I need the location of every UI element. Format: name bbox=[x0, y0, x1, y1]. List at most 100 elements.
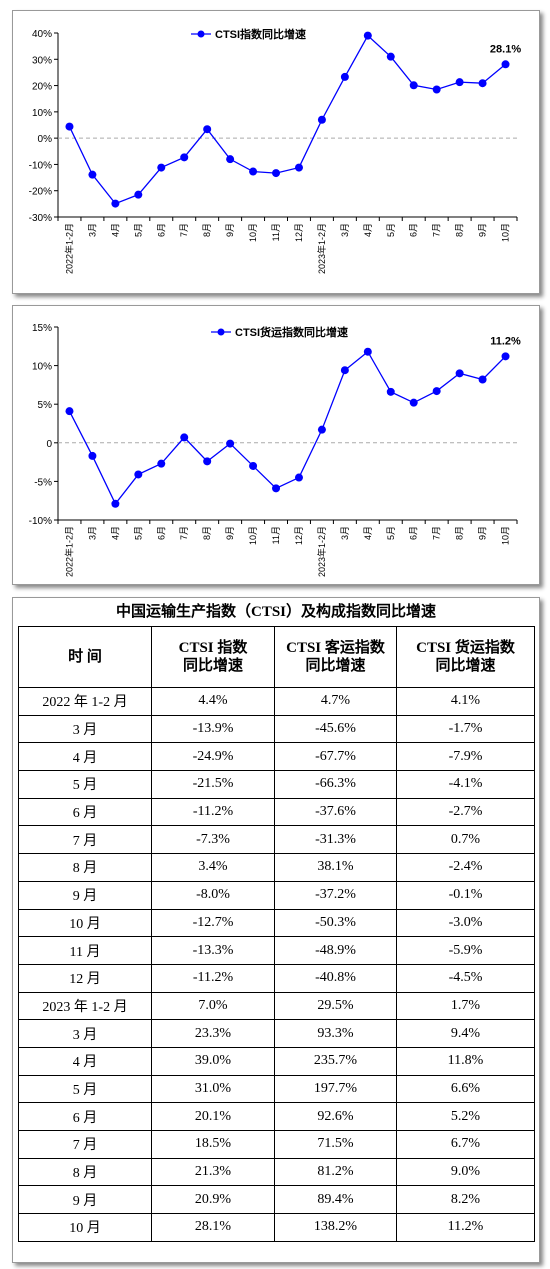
table-row: 2022 年 1-2 月 4.4% 4.7% 4.1% bbox=[18, 687, 535, 716]
table-row: 4 月 -24.9% -67.7% -7.9% bbox=[18, 742, 535, 772]
x-tick-label: 6月 bbox=[156, 526, 166, 540]
x-tick-label: 4月 bbox=[363, 223, 373, 237]
data-point bbox=[478, 375, 487, 384]
x-tick-label: 8月 bbox=[202, 223, 212, 237]
data-point bbox=[386, 387, 395, 396]
data-point bbox=[294, 473, 303, 482]
table-cell: -21.5% bbox=[151, 770, 275, 799]
data-point bbox=[409, 398, 418, 407]
data-point bbox=[134, 190, 143, 199]
table-cell: -40.8% bbox=[274, 963, 397, 993]
data-point bbox=[111, 199, 120, 208]
header-cell: 时 间 bbox=[18, 626, 152, 688]
legend-label: CTSI指数同比增速 bbox=[215, 27, 306, 41]
data-point bbox=[501, 60, 510, 69]
y-tick-label: -10% bbox=[29, 160, 52, 171]
table-cell: 38.1% bbox=[274, 853, 397, 882]
table-cell: 4.7% bbox=[274, 687, 397, 716]
table-cell: 7.0% bbox=[151, 991, 275, 1021]
header-cell: CTSI 客运指数 同比增速 bbox=[274, 626, 397, 688]
data-point bbox=[455, 369, 464, 378]
data-point bbox=[272, 169, 281, 178]
table-cell: 9 月 bbox=[18, 1185, 152, 1215]
data-point bbox=[340, 366, 349, 375]
data-point bbox=[88, 170, 97, 179]
y-tick-label: 5% bbox=[38, 400, 53, 411]
table-row: 10 月 28.1% 138.2% 11.2% bbox=[18, 1213, 535, 1242]
data-point bbox=[409, 81, 418, 90]
chart-panel: -10% -5% 0 5% 10% 15% 2022年1-2月 3月 4月 5月 6月 7月 8月 9月 1… bbox=[12, 305, 540, 585]
x-tick-label: 2022年1-2月 bbox=[63, 526, 74, 577]
x-tick-label: 5月 bbox=[133, 223, 143, 237]
data-point bbox=[432, 387, 441, 396]
data-point bbox=[317, 425, 326, 434]
table-row: 11 月 -13.3% -48.9% -5.9% bbox=[18, 936, 535, 965]
data-point bbox=[272, 484, 281, 493]
legend-marker bbox=[197, 30, 205, 38]
table-row: 5 月 -21.5% -66.3% -4.1% bbox=[18, 770, 535, 799]
table-cell: 4.1% bbox=[396, 687, 535, 716]
x-tick-label: 5月 bbox=[386, 223, 396, 237]
table-cell: 9.4% bbox=[396, 1019, 535, 1048]
x-tick-label: 4月 bbox=[110, 223, 120, 237]
x-tick-label: 12月 bbox=[294, 223, 304, 242]
x-tick-label: 9月 bbox=[478, 526, 488, 540]
table-cell: -11.2% bbox=[151, 963, 275, 993]
x-tick-label: 7月 bbox=[179, 526, 189, 540]
table-row: 6 月 20.1% 92.6% 5.2% bbox=[18, 1102, 535, 1131]
table-cell: -13.9% bbox=[151, 714, 275, 744]
table-row: 3 月 23.3% 93.3% 9.4% bbox=[18, 1019, 535, 1048]
table-cell: 8 月 bbox=[18, 853, 152, 882]
series-line bbox=[68, 350, 506, 506]
table-cell: 6 月 bbox=[18, 1102, 152, 1131]
table-cell: 7 月 bbox=[18, 1130, 152, 1159]
chart-panel: -30% -20% -10% 0% 10% 20% 30% 40% 2022年1-2月 3月 4月 5… bbox=[12, 10, 540, 294]
x-tick-label: 7月 bbox=[432, 223, 442, 237]
header-text: CTSI 客运指数 bbox=[286, 640, 385, 656]
table-cell: 11.8% bbox=[396, 1046, 535, 1076]
table-cell: -8.0% bbox=[151, 880, 275, 910]
table-cell: 10 月 bbox=[18, 1213, 152, 1242]
table-cell: 31.0% bbox=[151, 1074, 275, 1104]
data-point bbox=[249, 167, 258, 176]
table-cell: -67.7% bbox=[274, 742, 397, 772]
x-tick-label: 3月 bbox=[87, 223, 97, 237]
table-cell: -24.9% bbox=[151, 742, 275, 772]
table-body: 2022 年 1-2 月 4.4% 4.7% 4.1% 3 月 -13.9% -45.6% -… bbox=[18, 687, 535, 1242]
data-point bbox=[501, 352, 510, 361]
x-tick-label: 8月 bbox=[202, 526, 212, 540]
y-tick-label: 10% bbox=[32, 108, 52, 119]
table-cell: 3 月 bbox=[18, 714, 152, 744]
table-cell: 6 月 bbox=[18, 797, 152, 827]
table-cell: 11.2% bbox=[396, 1213, 535, 1242]
table-cell: -45.6% bbox=[274, 714, 397, 744]
y-tick-label: 10% bbox=[32, 362, 52, 373]
y-tick-label: 40% bbox=[32, 29, 52, 40]
header-text: 同比增速 bbox=[182, 658, 243, 674]
header-text: 同比增速 bbox=[435, 658, 496, 674]
y-tick-label: 30% bbox=[32, 55, 52, 66]
x-tick-label: 6月 bbox=[409, 223, 419, 237]
x-tick-label: 9月 bbox=[478, 223, 488, 237]
data-point bbox=[386, 52, 395, 61]
table-row: 2023 年 1-2 月 7.0% 29.5% 1.7% bbox=[18, 991, 535, 1021]
x-tick-label: 10月 bbox=[248, 223, 258, 242]
table-cell: -48.9% bbox=[274, 936, 397, 965]
table-cell: -2.7% bbox=[396, 797, 535, 827]
y-tick-label: -5% bbox=[34, 477, 52, 488]
table-cell: 1.7% bbox=[396, 991, 535, 1021]
table-row: 9 月 -8.0% -37.2% -0.1% bbox=[18, 880, 535, 910]
data-point bbox=[65, 407, 74, 416]
table-cell: -37.2% bbox=[274, 880, 397, 910]
table-cell: 8.2% bbox=[396, 1185, 535, 1215]
data-point bbox=[432, 85, 441, 94]
table-cell: 2023 年 1-2 月 bbox=[18, 991, 152, 1021]
table-cell: 12 月 bbox=[18, 963, 152, 993]
table-panel: 中国运输生产指数（CTSI）及构成指数同比增速 时 间 CTSI 指数 同比增速 CT… bbox=[12, 597, 540, 1263]
data-point bbox=[180, 153, 189, 162]
table-row: 6 月 -11.2% -37.6% -2.7% bbox=[18, 797, 535, 827]
header-text: 同比增速 bbox=[305, 658, 366, 674]
table-cell: 6.6% bbox=[396, 1074, 535, 1104]
table-cell: 10 月 bbox=[18, 908, 152, 938]
header-cell: CTSI 货运指数 同比增速 bbox=[396, 626, 535, 688]
